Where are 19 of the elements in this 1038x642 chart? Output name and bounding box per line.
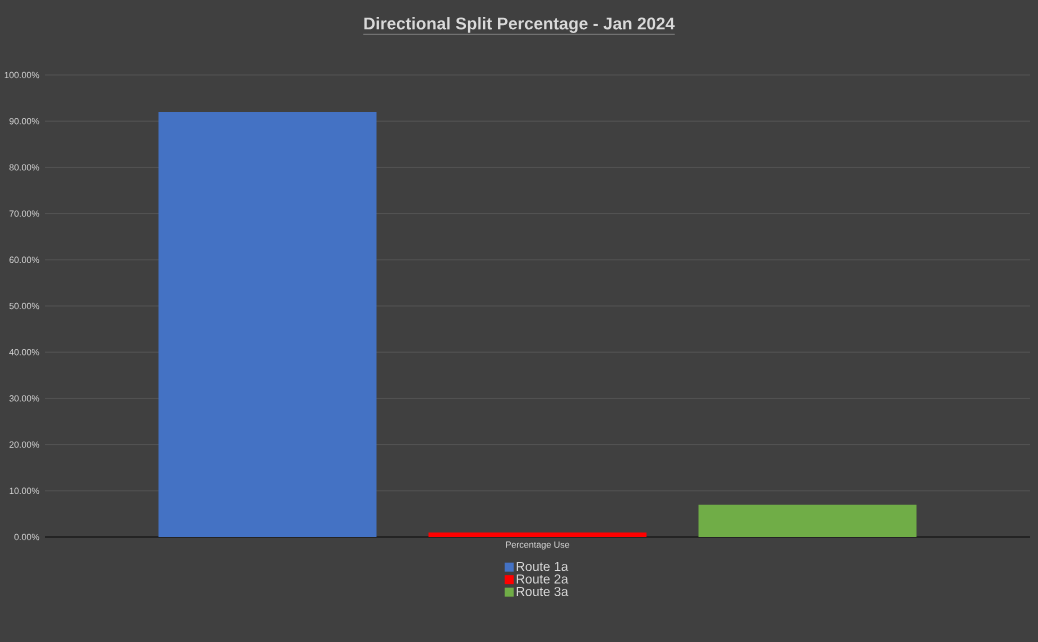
- legend-label: Route 2a: [516, 574, 569, 584]
- y-tick-label: 80.00%: [9, 164, 40, 171]
- y-tick-label: 90.00%: [9, 118, 40, 125]
- y-tick-label: 60.00%: [9, 256, 40, 263]
- bar: [698, 504, 917, 537]
- y-tick-label: 20.00%: [9, 441, 40, 448]
- legend-label: Route 1a: [516, 561, 569, 572]
- y-tick-label: 70.00%: [9, 210, 40, 217]
- y-tick-label: 50.00%: [9, 302, 40, 310]
- y-tick-label: 100.00%: [4, 71, 40, 79]
- bar: [158, 111, 377, 537]
- chart-title: Directional Split Percentage - Jan 2024: [364, 17, 675, 33]
- legend-label: Route 3a: [516, 586, 569, 597]
- y-tick-label: 40.00%: [9, 349, 40, 356]
- y-tick-label: 30.00%: [9, 395, 40, 402]
- y-tick-label: 0.00%: [14, 533, 40, 541]
- x-tick-label: Percentage Use: [506, 541, 570, 550]
- bar: [428, 532, 647, 537]
- y-tick-label: 10.00%: [9, 487, 40, 494]
